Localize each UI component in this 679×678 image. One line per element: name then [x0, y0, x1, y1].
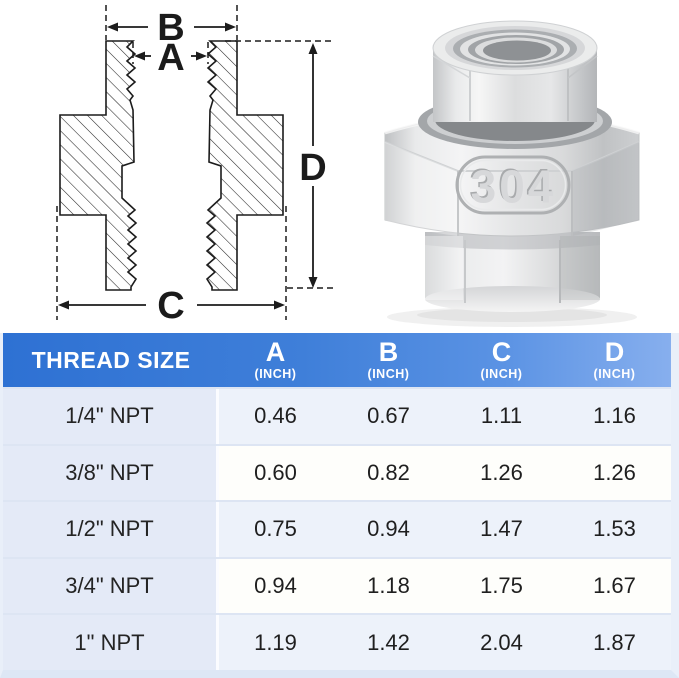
- union-nut: [384, 112, 640, 237]
- row-value-a: 0.94: [219, 558, 332, 614]
- header-col-d-letter: D: [604, 337, 625, 368]
- dimension-a: A: [134, 37, 207, 79]
- header-col-c: C (INCH): [445, 333, 558, 387]
- grade-stamp-shadow-text: 304: [469, 159, 555, 211]
- row-thread-label: 3/4" NPT: [3, 558, 219, 614]
- dimension-diagram: B A D: [0, 0, 340, 333]
- header-col-b-unit: (INCH): [367, 367, 410, 382]
- section-left-wall: [59, 40, 138, 291]
- dimension-label-d: D: [299, 147, 326, 189]
- dimension-diagram-svg: B A D: [56, 5, 334, 327]
- header-col-b: B (INCH): [332, 333, 445, 387]
- header-col-a: A (INCH): [219, 333, 332, 387]
- row-value-b: 0.94: [332, 502, 445, 557]
- header-col-a-letter: A: [265, 337, 286, 368]
- row-value-c: 1.26: [445, 445, 558, 501]
- table-row: 1/2" NPT 0.75 0.94 1.47 1.53: [3, 500, 671, 557]
- threaded-opening: [432, 20, 598, 76]
- row-value-c: 2.04: [445, 615, 558, 670]
- row-value-c: 1.47: [445, 502, 558, 557]
- table-row: 3/8" NPT 0.60 0.82 1.26 1.26: [3, 443, 671, 501]
- header-thread-size: THREAD SIZE: [31, 346, 191, 373]
- row-value-a: 1.19: [219, 615, 332, 670]
- row-value-b: 0.67: [332, 389, 445, 444]
- header-col-a-unit: (INCH): [254, 367, 297, 382]
- row-value-d: 1.16: [558, 389, 671, 444]
- dimension-label-b: B: [157, 7, 184, 49]
- row-value-b: 0.82: [332, 445, 445, 501]
- row-value-a: 0.75: [219, 502, 332, 557]
- dimension-b: B: [107, 7, 236, 49]
- table-row: 3/4" NPT 0.94 1.18 1.75 1.67: [3, 556, 671, 614]
- dimension-label-a: A: [157, 37, 184, 79]
- row-value-d: 1.87: [558, 615, 671, 670]
- row-value-b: 1.18: [332, 558, 445, 614]
- bottom-hex: [425, 232, 600, 312]
- row-thread-label: 1" NPT: [3, 615, 219, 670]
- row-value-a: 0.60: [219, 445, 332, 501]
- row-value-d: 1.26: [558, 445, 671, 501]
- table-header-row: THREAD SIZE A (INCH) B (INCH) C (INCH) D…: [3, 333, 671, 387]
- header-col-d-unit: (INCH): [593, 367, 636, 382]
- product-photo: 304 304: [340, 0, 679, 333]
- dimension-d: D: [299, 43, 327, 288]
- dimension-c: C: [58, 285, 285, 327]
- grade-stamp: 304 304: [455, 155, 571, 215]
- header-col-c-letter: C: [491, 337, 512, 368]
- dimension-label-c: C: [157, 285, 184, 327]
- extension-lines: [56, 5, 334, 320]
- row-value-d: 1.67: [558, 558, 671, 614]
- row-thread-label: 1/2" NPT: [3, 502, 219, 557]
- table-row: 1/4" NPT 0.46 0.67 1.11 1.16: [3, 387, 671, 444]
- row-value-a: 0.46: [219, 389, 332, 444]
- product-shadow-core: [417, 308, 607, 322]
- grade-stamp-text: 304: [471, 161, 557, 213]
- header-col-b-letter: B: [378, 337, 399, 368]
- row-thread-label: 3/8" NPT: [3, 445, 219, 501]
- row-thread-label: 1/4" NPT: [3, 389, 219, 444]
- section-right-wall: [205, 40, 284, 291]
- header-col-d: D (INCH): [558, 333, 671, 387]
- row-value-d: 1.53: [558, 502, 671, 557]
- figure-area: B A D: [0, 0, 679, 333]
- thread-size-table: THREAD SIZE A (INCH) B (INCH) C (INCH) D…: [0, 333, 679, 678]
- row-value-b: 1.42: [332, 615, 445, 670]
- table-row: 1" NPT 1.19 1.42 2.04 1.87: [3, 613, 671, 670]
- header-col-c-unit: (INCH): [480, 367, 523, 382]
- row-value-c: 1.75: [445, 558, 558, 614]
- product-photo-svg: 304 304: [384, 20, 640, 327]
- row-value-c: 1.11: [445, 389, 558, 444]
